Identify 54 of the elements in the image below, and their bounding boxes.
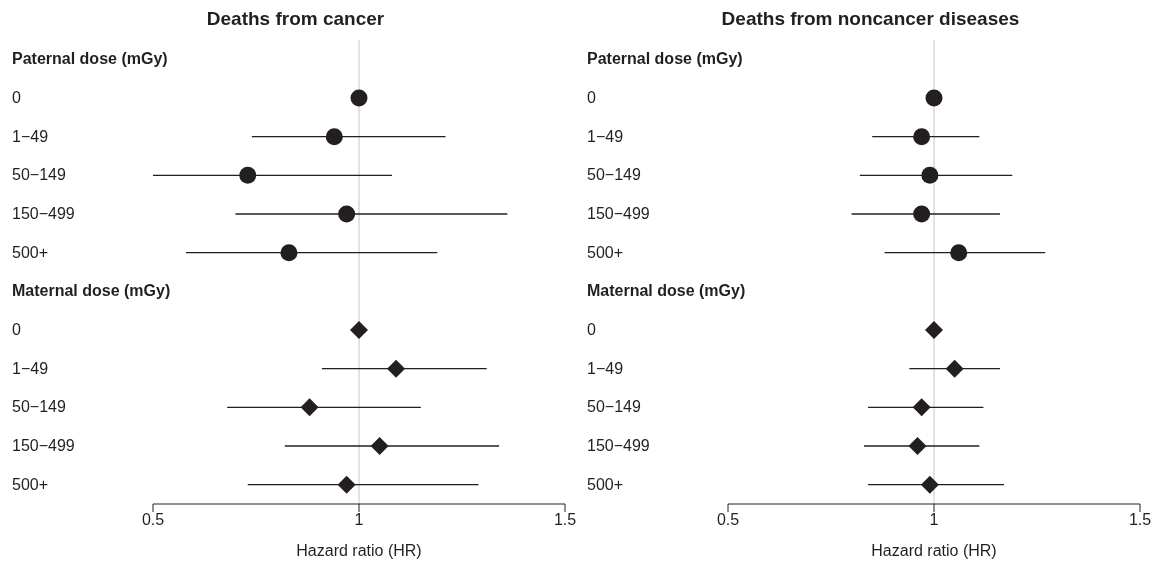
y-tick-label: 50−149 [587, 166, 641, 184]
y-tick-label: 150−499 [12, 205, 75, 222]
y-tick-label: 50−149 [12, 398, 66, 416]
x-tick-label: 1 [929, 511, 939, 529]
point [925, 321, 943, 339]
y-tick-label: 150−499 [12, 437, 75, 454]
y-tick-label: Maternal dose (mGy) [12, 282, 171, 300]
y-tick-label: Maternal dose (mGy) [587, 282, 746, 300]
point [239, 166, 257, 184]
point [325, 128, 343, 146]
y-tick-label: 0 [587, 89, 596, 106]
point [912, 398, 931, 417]
point [950, 244, 968, 262]
y-tick-label: Paternal dose (mGy) [587, 50, 743, 68]
point [945, 359, 964, 378]
point [387, 359, 406, 378]
y-tick-label: 500+ [587, 243, 624, 261]
point [921, 166, 939, 184]
x-tick-label: 1.5 [553, 511, 577, 529]
x-tick-label: 1 [354, 511, 364, 529]
x-axis-title: Hazard ratio (HR) [296, 542, 422, 559]
x-tick-label: 0.5 [716, 511, 740, 529]
point [925, 89, 943, 107]
y-tick-label: 150−499 [587, 205, 650, 222]
point [913, 205, 931, 223]
y-tick-label: 50−149 [587, 398, 641, 416]
y-tick-label: 0 [12, 89, 21, 106]
y-tick-label: 500+ [12, 475, 49, 493]
y-tick-label: 0 [12, 321, 21, 338]
point [300, 398, 319, 417]
y-tick-label: 1−49 [12, 359, 49, 377]
point [913, 128, 931, 146]
y-tick-label: 1−49 [12, 127, 49, 145]
point [280, 244, 298, 262]
point [370, 437, 389, 455]
x-axis-title: Hazard ratio (HR) [871, 542, 997, 559]
point [350, 321, 368, 339]
x-tick-label: 0.5 [141, 511, 165, 529]
y-tick-label: 0 [587, 321, 596, 338]
y-tick-label: 1−49 [587, 359, 624, 377]
chart-title: Deaths from cancer [205, 8, 386, 31]
point [920, 475, 939, 494]
point [350, 89, 368, 107]
x-tick-label: 1.5 [1128, 511, 1152, 529]
y-tick-label: 1−49 [587, 127, 624, 145]
chart-title: Deaths from noncancer diseases [720, 8, 1021, 31]
y-tick-label: 50−149 [12, 166, 66, 184]
y-tick-label: 500+ [587, 475, 624, 493]
point [338, 205, 356, 223]
y-tick-label: Paternal dose (mGy) [12, 50, 168, 68]
y-tick-label: 500+ [12, 243, 49, 261]
point [908, 437, 927, 455]
point [337, 475, 356, 494]
y-tick-label: 150−499 [587, 437, 650, 454]
